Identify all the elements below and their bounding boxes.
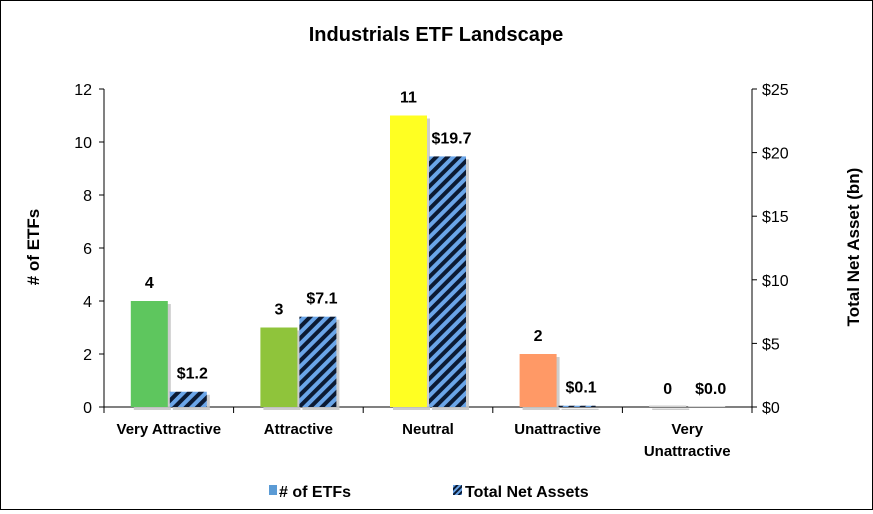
- net-assets-bar: [299, 316, 337, 407]
- y2-axis-label: Total Net Asset (bn): [844, 168, 863, 327]
- legend: # of ETFs Total Net Assets: [269, 484, 589, 501]
- y-axis-label: # of ETFs: [24, 209, 43, 286]
- y-tick-label: 6: [83, 241, 92, 258]
- legend-label-net-assets: Total Net Assets: [465, 484, 589, 501]
- etf-count-bar: [519, 354, 557, 407]
- y2-tick-label: $15: [762, 209, 789, 226]
- y2-tick-label: $10: [762, 273, 789, 290]
- y-tick-label: 0: [83, 400, 92, 417]
- net-assets-label: $7.1: [306, 291, 337, 308]
- y-tick-label: 12: [74, 82, 92, 99]
- x-category-label: Unattractive: [514, 421, 601, 438]
- x-category-label: Unattractive: [644, 443, 731, 460]
- etf-count-bar: [130, 301, 168, 407]
- net-assets-label: $19.7: [431, 130, 471, 147]
- net-assets-label: $1.2: [177, 366, 208, 383]
- net-assets-bar: [429, 156, 466, 407]
- y2-tick-label: $25: [762, 82, 789, 99]
- y-tick-label: 8: [83, 188, 92, 205]
- x-category-label: Very Attractive: [117, 421, 222, 438]
- net-assets-bar: [169, 391, 207, 407]
- plot-area: 0 2 4 6 8 10 12 $0 $5 $10 $15 $20 $25 4 $1.2 Very Attra…: [74, 82, 789, 460]
- y2-tick-label: $20: [762, 146, 789, 163]
- legend-marker-net-assets: [453, 485, 462, 495]
- etf-count-bar: [649, 405, 687, 407]
- etf-count-bar: [390, 115, 427, 407]
- y-tick-label: 4: [83, 294, 92, 311]
- etf-count-label: 11: [400, 90, 417, 107]
- x-category-label: Neutral: [402, 421, 454, 438]
- y-tick-label: 10: [74, 135, 92, 152]
- legend-marker-etf-count: [269, 485, 277, 495]
- etf-count-bar-shadow: [652, 408, 690, 410]
- y2-tick-label: $5: [762, 336, 780, 353]
- net-assets-label: $0.0: [695, 381, 726, 398]
- net-assets-bar-shadow: [561, 408, 599, 410]
- chart-title: Industrials ETF Landscape: [309, 24, 564, 46]
- x-category-label: Very: [671, 421, 703, 438]
- etf-count-label: 2: [534, 328, 543, 345]
- y-tick-label: 2: [83, 347, 92, 364]
- y2-tick-label: $0: [762, 400, 780, 417]
- etf-count-bar: [260, 327, 298, 407]
- legend-label-etf-count: # of ETFs: [279, 484, 351, 501]
- x-category-label: Attractive: [264, 421, 333, 438]
- etf-count-label: 4: [145, 275, 154, 292]
- net-assets-label: $0.1: [566, 380, 597, 397]
- net-assets-bar: [688, 406, 726, 407]
- net-assets-bar: [558, 405, 596, 407]
- etf-count-label: 0: [663, 381, 672, 398]
- etf-count-label: 3: [274, 302, 283, 319]
